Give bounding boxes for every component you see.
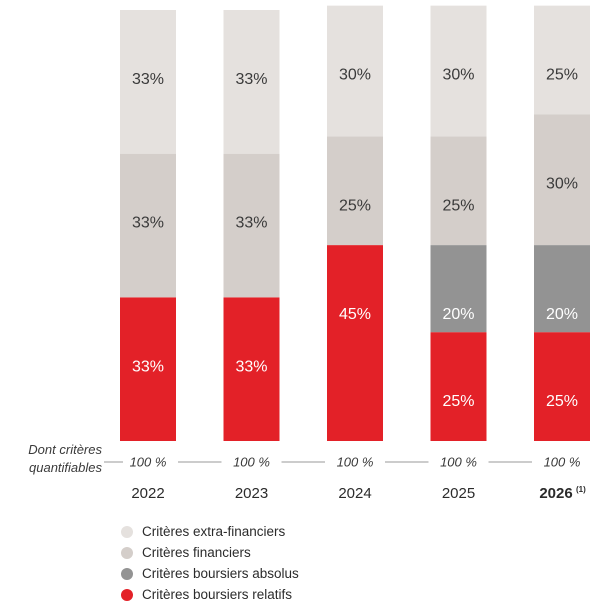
quantifiable-label-line1: Dont critères	[28, 442, 102, 457]
data-label: 33%	[132, 215, 164, 232]
bar-segment-criteres-financiers-2026	[534, 114, 590, 246]
bar-segment-criteres-extra-financiers-2023	[223, 10, 280, 154]
bar-segment-criteres-financiers-2025	[430, 136, 487, 246]
bar-segment-criteres-financiers-2024	[327, 136, 383, 246]
x-tick-label: 2022	[131, 485, 164, 502]
bar-segment-criteres-extra-financiers-2025	[430, 5, 487, 137]
legend-label: Critères financiers	[142, 545, 251, 560]
quantifiable-value: 100 %	[130, 455, 167, 470]
legend-swatch-icon	[121, 525, 133, 538]
data-label: 25%	[442, 197, 474, 214]
bar-segment-criteres-extra-financiers-2022	[120, 10, 176, 154]
legend-swatch-icon	[121, 546, 133, 559]
quantifiable-value: 100 %	[337, 455, 374, 470]
data-label: 45%	[339, 306, 371, 323]
x-tick-label: 2024	[338, 485, 371, 502]
legend-item-extra-financial: Critères extra-financiers	[121, 521, 299, 542]
bar-segment-criteres-boursiers-relatifs-2025	[430, 332, 487, 441]
quantifiable-label-line2: quantifiables	[29, 460, 102, 475]
legend-label: Critères boursiers relatifs	[142, 587, 293, 602]
data-label: 25%	[546, 393, 578, 410]
data-label: 25%	[339, 197, 371, 214]
quantifiable-value: 100 %	[233, 455, 270, 470]
bar-segment-criteres-boursiers-relatifs-2026	[534, 332, 590, 441]
x-tick-label: 2025	[442, 485, 475, 502]
quantifiable-value: 100 %	[440, 455, 477, 470]
data-label: 20%	[546, 306, 578, 323]
bar-segment-criteres-boursiers-relatifs-2024	[327, 245, 383, 441]
bar-segment-criteres-extra-financiers-2024	[327, 5, 383, 137]
x-tick-label: 2026	[539, 485, 572, 502]
bar-segment-criteres-boursiers-relatifs-2022	[120, 297, 176, 441]
data-label: 25%	[442, 393, 474, 410]
legend-label: Critères extra-financiers	[142, 524, 286, 539]
chart-legend: Critères extra-financiers Critères finan…	[121, 521, 299, 605]
footnote-marker: (1)	[576, 485, 586, 494]
bar-segment-criteres-financiers-2023	[223, 153, 280, 298]
bar-segment-criteres-boursiers-relatifs-2023	[223, 297, 280, 441]
legend-label: Critères boursiers absolus	[142, 566, 299, 581]
data-label: 30%	[442, 67, 474, 84]
data-label: 30%	[339, 67, 371, 84]
quantifiable-value: 100 %	[544, 455, 581, 470]
bar-segment-criteres-financiers-2022	[120, 153, 176, 298]
bar-segment-criteres-boursiers-absolus-2025	[430, 245, 487, 333]
x-tick-label: 2023	[235, 485, 268, 502]
data-label: 33%	[132, 358, 164, 375]
data-label: 20%	[442, 306, 474, 323]
data-label: 25%	[546, 67, 578, 84]
legend-item-absolute-market: Critères boursiers absolus	[121, 563, 299, 584]
legend-item-relative-market: Critères boursiers relatifs	[121, 584, 299, 605]
legend-swatch-icon	[121, 588, 133, 601]
bar-segment-criteres-boursiers-absolus-2026	[534, 245, 590, 333]
quantifiable-criteria-label: Dont critères quantifiables	[4, 441, 102, 477]
data-label: 33%	[132, 71, 164, 88]
legend-item-financial: Critères financiers	[121, 542, 299, 563]
data-label: 33%	[235, 358, 267, 375]
data-label: 30%	[546, 175, 578, 192]
legend-swatch-icon	[121, 567, 133, 580]
data-label: 33%	[235, 215, 267, 232]
bar-segment-criteres-extra-financiers-2026	[534, 5, 590, 115]
data-label: 33%	[235, 71, 267, 88]
